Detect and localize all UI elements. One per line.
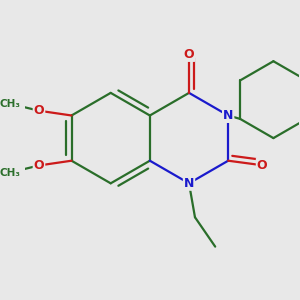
- Text: O: O: [257, 159, 267, 172]
- Text: O: O: [184, 48, 194, 61]
- Text: CH₃: CH₃: [0, 168, 20, 178]
- Text: N: N: [223, 109, 233, 122]
- Text: CH₃: CH₃: [0, 99, 20, 109]
- Text: O: O: [34, 104, 44, 117]
- Text: O: O: [34, 159, 44, 172]
- Text: N: N: [184, 177, 194, 190]
